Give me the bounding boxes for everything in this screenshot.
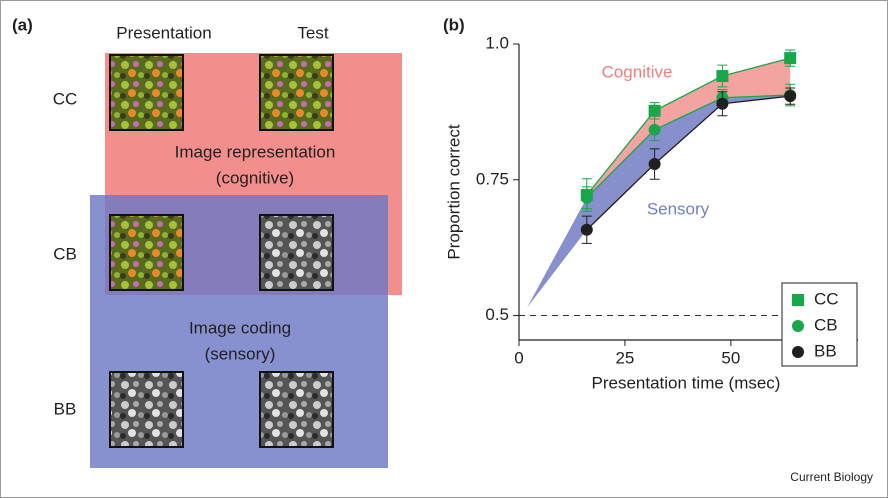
image: [260, 215, 333, 290]
image: [110, 372, 183, 447]
data-point: [581, 224, 593, 236]
column-label: Test: [297, 23, 328, 42]
x-tick-label: 0: [514, 348, 523, 367]
legend-label: CB: [814, 315, 838, 334]
data-point: [716, 70, 728, 82]
page: (a) Presentation Test CC CB BB Image rep…: [0, 0, 888, 498]
image: [110, 215, 183, 290]
data-point: [649, 124, 661, 136]
box-label: Image representation: [175, 142, 336, 161]
legend-label: BB: [814, 341, 837, 360]
box-label: Image coding: [189, 318, 291, 337]
data-point: [784, 52, 796, 64]
y-tick-label: 0.5: [485, 305, 509, 324]
row-label: BB: [54, 399, 77, 418]
row-label: CC: [53, 89, 78, 108]
image: [260, 55, 333, 130]
panel-label: (b): [443, 15, 465, 34]
credit: Current Biology: [790, 470, 873, 484]
area-label: Cognitive: [602, 62, 673, 81]
panel-label: (a): [12, 15, 33, 34]
y-tick-label: 0.75: [476, 169, 509, 188]
legend-marker: [792, 346, 804, 358]
data-point: [649, 158, 661, 170]
figure: (a) Presentation Test CC CB BB Image rep…: [0, 0, 888, 498]
data-point: [784, 90, 796, 102]
image: [110, 55, 183, 130]
x-axis-label: Presentation time (msec): [592, 373, 781, 392]
area-label: Sensory: [647, 199, 710, 218]
x-tick-label: 50: [721, 348, 740, 367]
data-point: [581, 192, 593, 204]
box-label: (sensory): [205, 344, 276, 363]
y-axis-label: Proportion correct: [444, 124, 463, 259]
box-label: (cognitive): [216, 168, 294, 187]
legend-marker: [792, 294, 804, 306]
legend-marker: [792, 320, 804, 332]
data-point: [716, 98, 728, 110]
y-tick-label: 1.0: [485, 33, 509, 52]
image: [260, 372, 333, 447]
legend-label: CC: [814, 289, 839, 308]
row-label: CB: [53, 244, 77, 263]
x-tick-label: 25: [615, 348, 634, 367]
column-label: Presentation: [116, 23, 211, 42]
data-point: [649, 105, 661, 117]
